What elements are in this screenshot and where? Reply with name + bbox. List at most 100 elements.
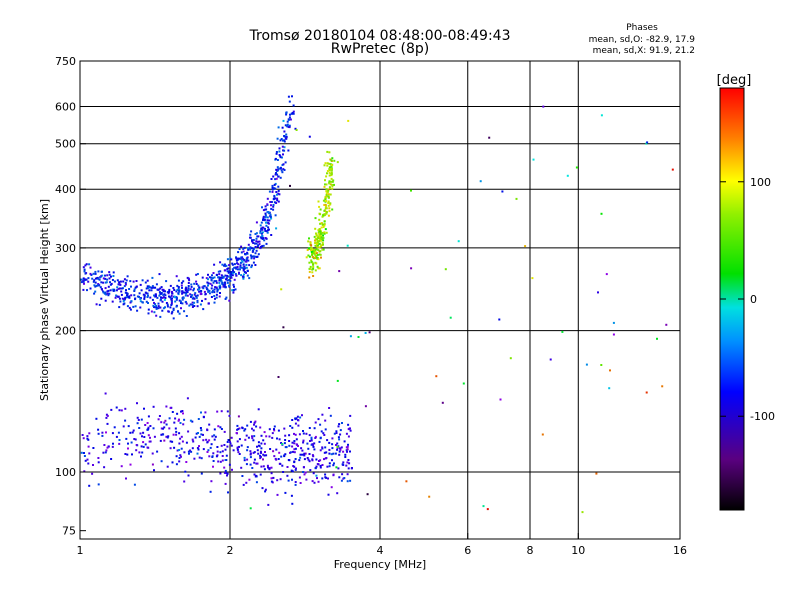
data-point: [462, 382, 465, 385]
data-point: [138, 427, 141, 429]
data-point: [101, 434, 104, 437]
data-point: [146, 296, 149, 298]
data-point: [218, 281, 221, 284]
data-point: [270, 201, 273, 203]
data-point: [325, 211, 328, 214]
data-point: [170, 304, 173, 306]
data-point: [541, 433, 544, 436]
data-point: [220, 410, 223, 413]
data-point: [324, 428, 327, 431]
data-point: [170, 301, 173, 304]
data-point: [239, 264, 242, 267]
data-point: [288, 116, 291, 119]
data-point: [102, 277, 105, 280]
data-point: [172, 433, 175, 436]
data-point: [141, 435, 143, 438]
data-point: [331, 183, 334, 186]
data-point: [178, 299, 181, 302]
data-point: [330, 453, 333, 456]
data-point: [236, 428, 239, 431]
data-point: [410, 267, 413, 270]
data-point: [134, 305, 137, 308]
data-point: [219, 286, 221, 289]
data-point: [117, 431, 120, 434]
data-point: [86, 289, 88, 292]
data-point: [220, 444, 223, 447]
data-point: [280, 169, 283, 172]
data-point: [140, 289, 143, 292]
data-point: [266, 203, 269, 206]
data-point: [225, 296, 228, 299]
data-point: [245, 263, 248, 266]
data-point: [319, 253, 322, 256]
data-point: [232, 269, 234, 272]
data-point: [157, 288, 160, 291]
data-point: [116, 279, 119, 282]
data-point: [179, 437, 182, 440]
data-point: [346, 244, 349, 247]
y-axis-label: Stationary phase Virtual Height [km]: [38, 199, 51, 401]
data-point: [219, 472, 222, 475]
data-point: [319, 208, 322, 211]
data-point: [277, 189, 280, 192]
data-point: [169, 284, 172, 287]
data-point: [191, 297, 194, 300]
data-point: [263, 218, 266, 221]
data-point: [160, 286, 163, 289]
data-point: [320, 236, 323, 239]
data-point: [86, 435, 89, 438]
data-point: [120, 287, 123, 290]
data-point: [328, 186, 331, 189]
data-point: [331, 187, 334, 190]
data-point: [189, 419, 192, 422]
data-point: [199, 427, 202, 429]
data-point: [608, 387, 611, 390]
colorbar-tick-label: 100: [750, 176, 771, 189]
data-point: [243, 273, 245, 276]
data-point: [142, 431, 145, 434]
data-point: [337, 467, 340, 470]
data-point: [488, 136, 491, 139]
data-point: [139, 306, 142, 309]
data-point: [257, 240, 260, 243]
data-point: [328, 182, 331, 185]
data-point: [270, 480, 273, 483]
data-point: [197, 432, 199, 434]
data-point: [169, 440, 172, 443]
data-point: [112, 271, 115, 274]
data-point: [185, 291, 188, 294]
data-point: [303, 452, 306, 455]
data-point: [202, 416, 205, 419]
data-point: [104, 451, 107, 454]
data-point: [321, 413, 324, 416]
data-point: [225, 278, 227, 281]
data-point: [263, 454, 266, 457]
data-point: [105, 449, 108, 452]
data-point: [265, 221, 267, 224]
data-point: [328, 452, 331, 455]
data-point: [261, 245, 264, 248]
data-point: [330, 177, 333, 180]
data-point: [264, 227, 266, 230]
data-point: [249, 236, 251, 239]
data-point: [103, 444, 106, 446]
data-point: [202, 433, 204, 436]
data-point: [109, 281, 111, 284]
data-point: [261, 206, 263, 209]
data-point: [223, 430, 226, 433]
data-point: [146, 292, 149, 295]
data-point: [171, 411, 174, 413]
data-point: [97, 270, 100, 273]
data-point: [240, 444, 243, 447]
data-point: [323, 451, 326, 454]
data-point: [340, 446, 343, 449]
data-point: [259, 457, 262, 460]
data-point: [95, 303, 98, 306]
data-point: [155, 283, 158, 286]
data-point: [335, 430, 338, 433]
data-point: [170, 312, 173, 315]
data-point: [323, 224, 326, 227]
data-point: [328, 207, 331, 210]
data-point: [236, 424, 239, 427]
data-point: [317, 267, 320, 270]
